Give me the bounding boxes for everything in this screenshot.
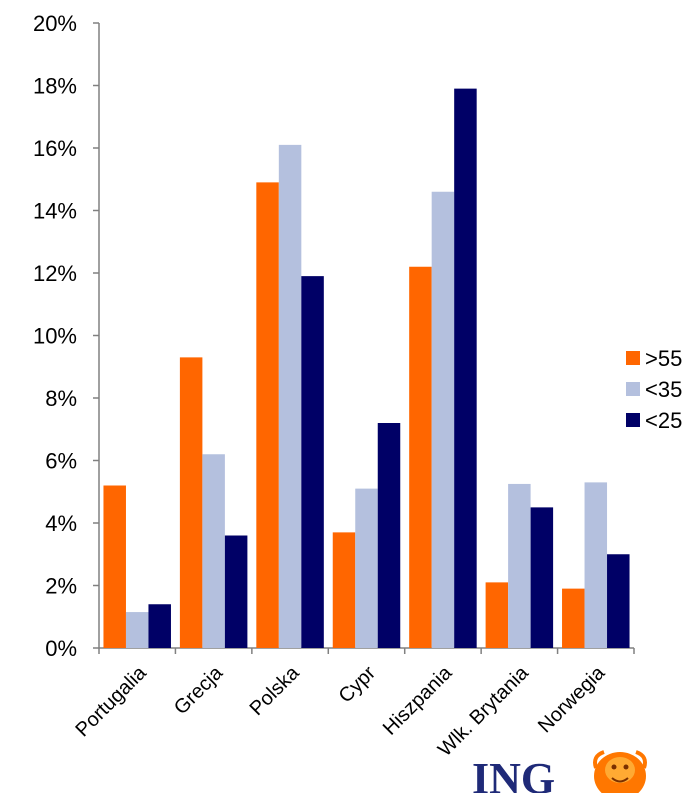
y-tick-label: 14% — [33, 199, 77, 224]
y-tick-label: 0% — [45, 636, 77, 661]
bars — [103, 88, 630, 648]
bar — [202, 454, 225, 648]
bar — [607, 554, 630, 648]
bar — [278, 144, 302, 648]
x-category-label: Norwegia — [534, 661, 610, 737]
bar — [103, 485, 126, 648]
y-tick-label: 6% — [45, 449, 77, 474]
lion-icon — [593, 750, 647, 793]
logo-text: ING — [472, 754, 555, 793]
bar — [256, 182, 279, 648]
y-tick-label: 16% — [33, 136, 77, 161]
bar — [377, 423, 401, 648]
legend-label: <25 — [645, 408, 682, 433]
legend-swatch — [626, 382, 640, 396]
y-tick-label: 10% — [33, 324, 77, 349]
x-category-label: Hiszpania — [379, 661, 457, 739]
x-axis: Portugalia Grecja Polska CyprHiszpaniaWlk. … — [72, 647, 635, 761]
bar — [562, 588, 585, 648]
bar — [125, 612, 149, 648]
x-category-label: Portugalia — [72, 661, 152, 741]
y-tick-label: 20% — [33, 11, 77, 36]
bar — [409, 266, 432, 648]
bar — [584, 482, 608, 648]
legend: >55 <35 <25 — [626, 346, 682, 433]
legend-label: >55 — [645, 346, 682, 371]
bar — [179, 357, 203, 648]
bar — [224, 535, 248, 648]
legend-label: <35 — [645, 377, 682, 402]
y-tick-label: 2% — [45, 574, 77, 599]
x-category-label: Cypr — [335, 662, 381, 708]
bar — [508, 483, 531, 648]
bar — [530, 507, 554, 648]
ing-logo: ING — [472, 750, 647, 793]
x-category-label: Grecja — [170, 661, 228, 719]
bar — [301, 276, 324, 648]
bar — [431, 191, 455, 648]
y-tick-label: 18% — [33, 74, 77, 99]
bar — [454, 88, 477, 648]
y-tick-label: 4% — [45, 511, 77, 536]
y-tick-label: 8% — [45, 386, 77, 411]
y-tick-label: 12% — [33, 261, 77, 286]
legend-swatch — [626, 351, 640, 365]
bar — [332, 532, 356, 648]
bar — [148, 604, 171, 648]
bar — [355, 488, 378, 648]
legend-swatch — [626, 413, 640, 427]
y-axis: 0% 2% 4% 6% 8% 10% 12% 14% 16% 18% 20% — [33, 11, 100, 661]
x-category-label: Polska — [246, 661, 305, 720]
bar — [485, 582, 509, 648]
